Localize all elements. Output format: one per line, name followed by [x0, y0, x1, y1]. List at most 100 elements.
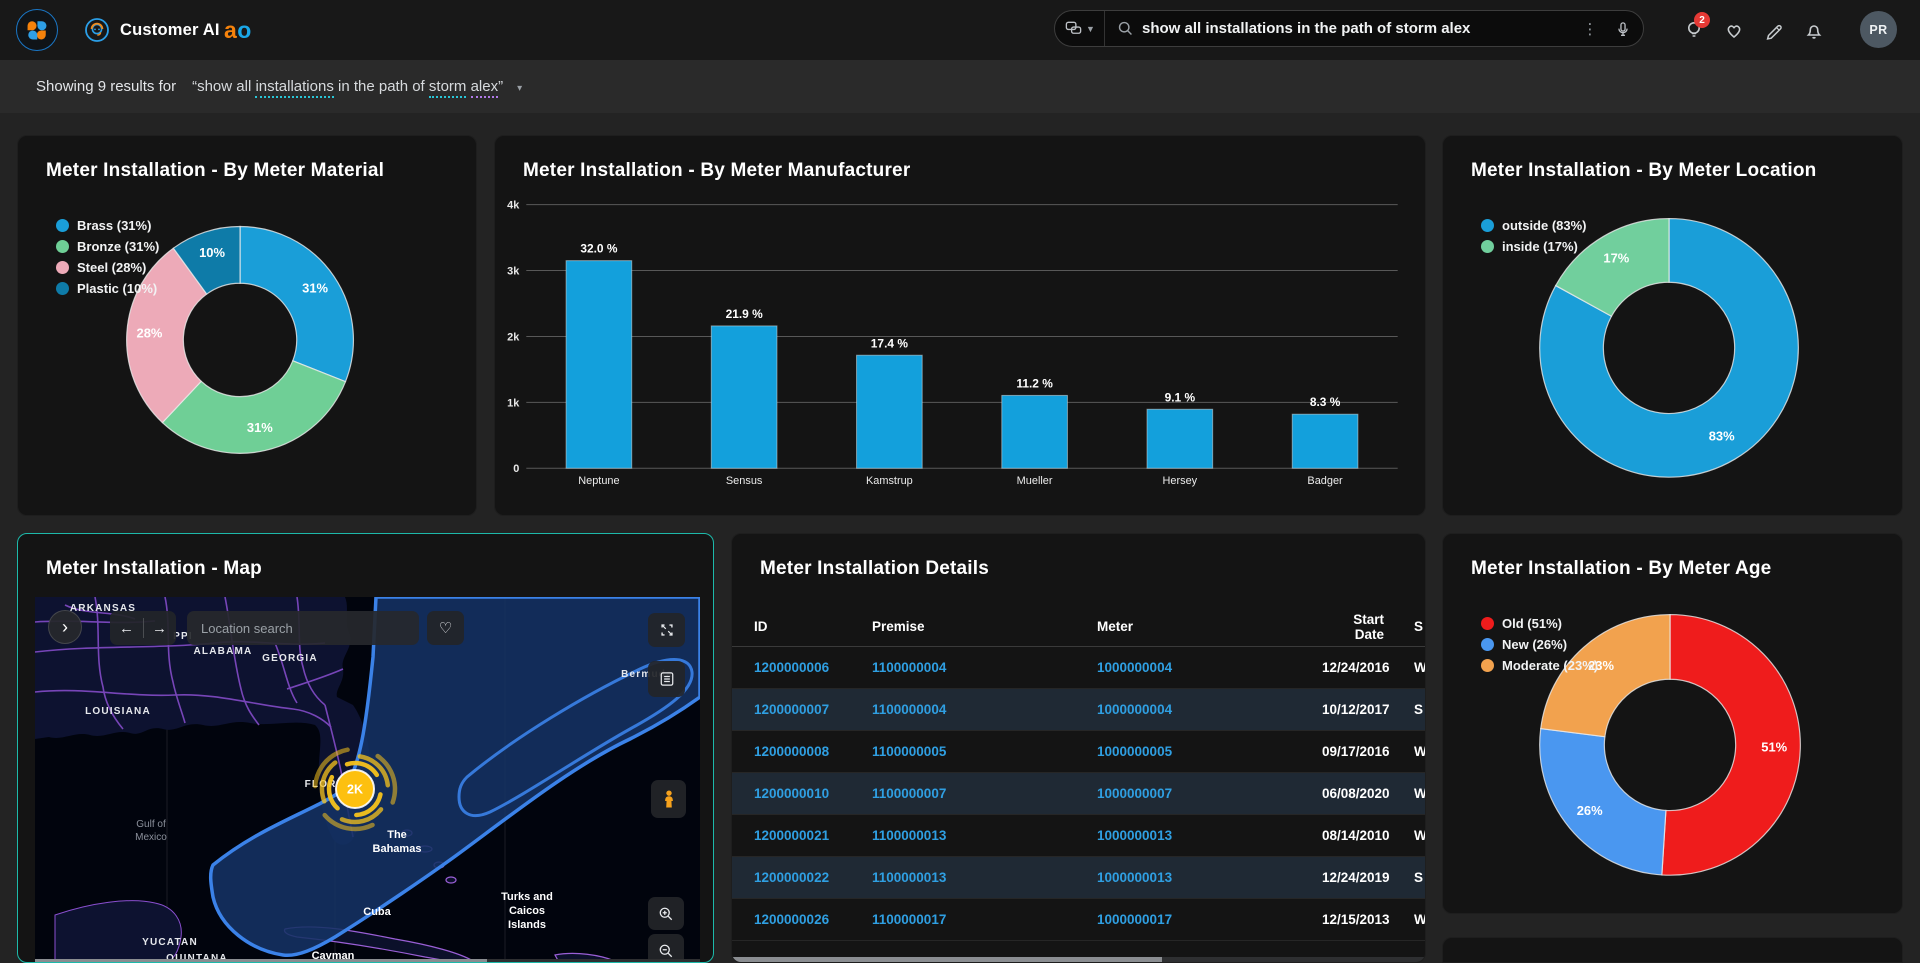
bar[interactable]: [1292, 414, 1358, 468]
bar[interactable]: [857, 355, 923, 468]
cell-link[interactable]: 1100000004: [872, 688, 1097, 730]
y-axis-tick: 1k: [507, 397, 520, 409]
column-header-season[interactable]: S: [1384, 608, 1426, 646]
query-segment[interactable]: storm: [429, 78, 467, 98]
cell-link[interactable]: 1200000010: [732, 772, 872, 814]
map-horizontal-scrollbar[interactable]: [35, 959, 700, 963]
table-row[interactable]: 12000000211100000013100000001308/14/2010…: [732, 814, 1426, 856]
list-icon: [658, 670, 676, 688]
map-canvas[interactable]: ARKANSASPPIALABAMAGEORGIALOUISIANAGulf o…: [35, 597, 700, 963]
legend-item[interactable]: New (26%): [1481, 637, 1598, 652]
table-row[interactable]: 12000000221100000013100000001312/24/2019…: [732, 856, 1426, 898]
bar[interactable]: [566, 261, 632, 469]
legend-item[interactable]: inside (17%): [1481, 239, 1587, 254]
column-header-id[interactable]: ID: [732, 608, 872, 646]
legend-item[interactable]: Moderate (23%): [1481, 658, 1598, 673]
alerts-button[interactable]: [1803, 19, 1825, 41]
slice-label: 83%: [1709, 428, 1735, 443]
map-list-button[interactable]: [648, 661, 685, 697]
legend-item[interactable]: outside (83%): [1481, 218, 1587, 233]
cell-link[interactable]: 1200000022: [732, 856, 872, 898]
map-label: YUCATAN: [142, 937, 198, 948]
cell-link[interactable]: 1200000021: [732, 814, 872, 856]
fullscreen-button[interactable]: [648, 613, 685, 647]
bar[interactable]: [1147, 409, 1213, 468]
cell-value: S: [1384, 856, 1426, 898]
map-favorite-button[interactable]: ♡: [427, 611, 464, 645]
legend-item[interactable]: Plastic (10%): [56, 281, 159, 296]
cell-link[interactable]: 1200000008: [732, 730, 872, 772]
cell-link[interactable]: 1200000026: [732, 898, 872, 940]
street-view-pegman[interactable]: [651, 780, 686, 818]
cell-link[interactable]: 1000000017: [1097, 898, 1322, 940]
x-axis-label: Kamstrup: [866, 475, 913, 487]
legend-dot: [1481, 659, 1494, 672]
cell-link[interactable]: 1100000013: [872, 814, 1097, 856]
cell-link[interactable]: 1100000004: [872, 646, 1097, 688]
cell-link[interactable]: 1000000004: [1097, 646, 1322, 688]
results-dropdown-caret[interactable]: ▾: [517, 83, 522, 94]
kebab-menu-icon[interactable]: ⋮: [1577, 20, 1603, 38]
legend-label: Bronze (31%): [77, 239, 159, 254]
cell-link[interactable]: 1000000004: [1097, 688, 1322, 730]
cell-link[interactable]: 1200000007: [732, 688, 872, 730]
favorites-button[interactable]: [1723, 19, 1745, 41]
cell-link[interactable]: 1200000006: [732, 646, 872, 688]
bar-value-label: 9.1 %: [1165, 390, 1196, 404]
microphone-icon[interactable]: [1603, 20, 1643, 38]
donut-chart-age[interactable]: 51%26%23%: [1443, 534, 1902, 913]
map-label: LOUISIANA: [85, 706, 151, 717]
location-search-input[interactable]: [187, 611, 419, 645]
slice-label: 31%: [247, 420, 273, 435]
bar-value-label: 11.2 %: [1016, 376, 1053, 390]
query-segments: show all installations in the path of st…: [197, 78, 498, 95]
table-row[interactable]: 12000000061100000004100000000412/24/2016…: [732, 646, 1426, 688]
map-label: Islands: [508, 919, 546, 931]
table-row[interactable]: 12000000071100000004100000000410/12/2017…: [732, 688, 1426, 730]
cell-link[interactable]: 1100000013: [872, 856, 1097, 898]
user-avatar[interactable]: PR: [1860, 11, 1897, 48]
bar[interactable]: [711, 326, 777, 468]
column-header-start-date[interactable]: Start Date: [1322, 608, 1384, 646]
ideas-button[interactable]: 2: [1683, 19, 1705, 41]
search-mode-dropdown[interactable]: ▼: [1055, 11, 1105, 46]
legend-item[interactable]: Brass (31%): [56, 218, 159, 233]
map-label: Caicos: [509, 905, 545, 917]
donut-slice[interactable]: [240, 227, 353, 382]
legend-item[interactable]: Old (51%): [1481, 616, 1598, 631]
chat-icon: [1064, 19, 1083, 38]
legend-label: Steel (28%): [77, 260, 146, 275]
legend-item[interactable]: Bronze (31%): [56, 239, 159, 254]
cell-link[interactable]: 1100000017: [872, 898, 1097, 940]
table-row[interactable]: 12000000261100000017100000001712/15/2013…: [732, 898, 1426, 940]
legend-item[interactable]: Steel (28%): [56, 260, 159, 275]
card-map[interactable]: Meter Installation - Map: [17, 533, 714, 963]
app-logo-button[interactable]: [16, 9, 58, 51]
cell-value: 06/08/2020: [1322, 772, 1384, 814]
card-title: Meter Installation Details: [760, 558, 989, 580]
cell-link[interactable]: 1100000007: [872, 772, 1097, 814]
bar[interactable]: [1002, 395, 1068, 468]
donut-slice[interactable]: [1540, 729, 1666, 875]
column-header-premise[interactable]: Premise: [872, 608, 1097, 646]
cell-link[interactable]: 1100000005: [872, 730, 1097, 772]
table-horizontal-scrollbar[interactable]: [732, 957, 1425, 962]
forward-arrow-button[interactable]: →: [144, 620, 176, 637]
zoom-in-button[interactable]: [648, 897, 684, 930]
cell-link[interactable]: 1000000007: [1097, 772, 1322, 814]
donut-chart-material[interactable]: 31%31%28%10%: [18, 136, 476, 515]
cell-link[interactable]: 1000000013: [1097, 814, 1322, 856]
annotate-button[interactable]: [1763, 19, 1785, 41]
bar-chart-manufacturer[interactable]: 01k2k3k4k32.0 %Neptune21.9 %Sensus17.4 %…: [495, 136, 1425, 515]
query-segment[interactable]: installations: [255, 78, 333, 98]
back-arrow-button[interactable]: ←: [111, 620, 143, 637]
column-header-meter[interactable]: Meter: [1097, 608, 1322, 646]
table-row[interactable]: 12000000101100000007100000000706/08/2020…: [732, 772, 1426, 814]
query-segment[interactable]: alex: [471, 78, 499, 98]
table-row[interactable]: 12000000081100000005100000000509/17/2016…: [732, 730, 1426, 772]
cell-link[interactable]: 1000000005: [1097, 730, 1322, 772]
cell-link[interactable]: 1000000013: [1097, 856, 1322, 898]
donut-chart-location[interactable]: 83%17%: [1443, 136, 1902, 515]
panel-collapse-chevron[interactable]: ›: [48, 610, 82, 644]
search-input[interactable]: [1142, 20, 1577, 37]
